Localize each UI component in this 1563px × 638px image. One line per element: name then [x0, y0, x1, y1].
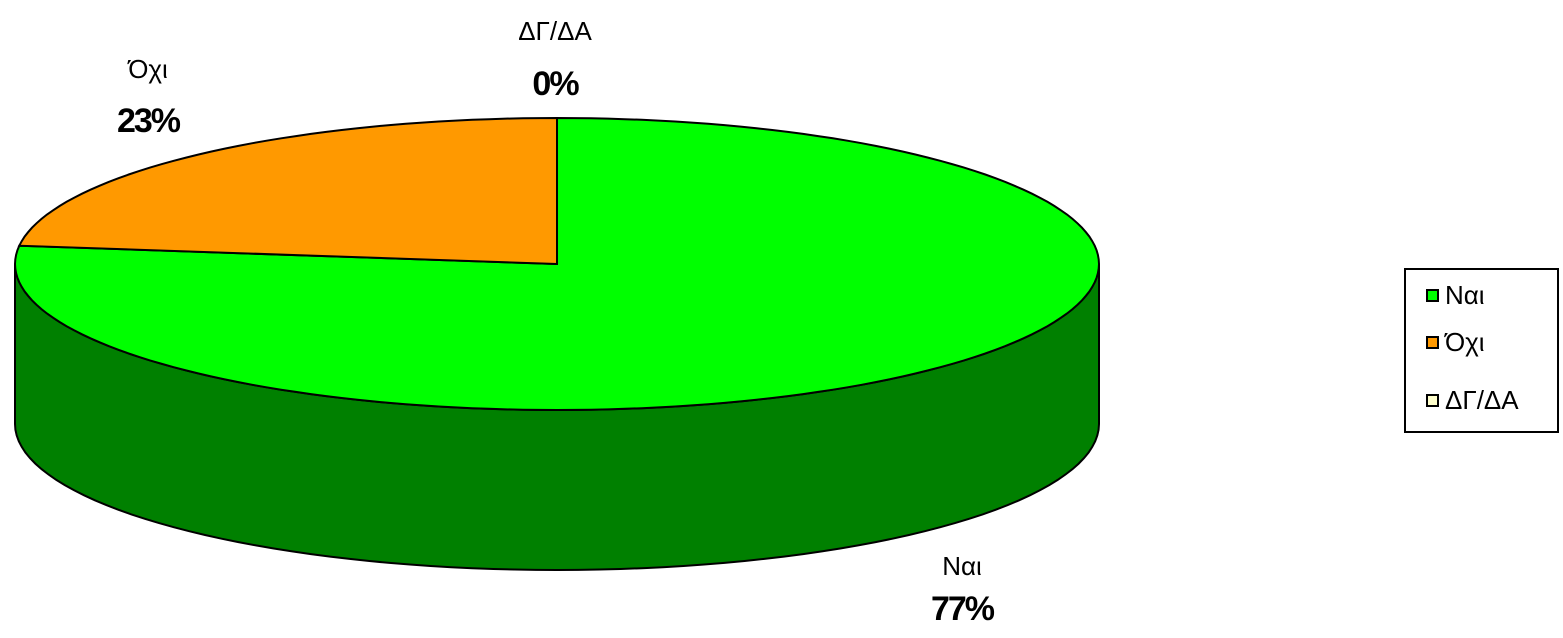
chart-legend: Ναι Όχι ΔΓ/ΔΑ — [1404, 268, 1559, 433]
legend-label-yes: Ναι — [1445, 279, 1485, 310]
data-label-name-no: Όχι — [127, 54, 168, 84]
legend-swatch-dkna — [1426, 393, 1439, 407]
legend-item-dkna: ΔΓ/ΔΑ — [1426, 385, 1519, 415]
legend-label-dkna: ΔΓ/ΔΑ — [1445, 384, 1519, 415]
data-label-percent-dkna: 0% — [532, 65, 579, 103]
legend-swatch-yes — [1426, 288, 1439, 302]
legend-item-no: Όχι — [1426, 327, 1485, 357]
legend-label-no: Όχι — [1445, 326, 1485, 357]
data-label-percent-yes: 77% — [931, 590, 995, 628]
legend-swatch-no — [1426, 335, 1439, 349]
pie-top — [13, 116, 1101, 412]
pie-slice-no — [17, 116, 558, 266]
pie-labels: Ναι 77% Όχι 23% ΔΓ/ΔΑ 0% — [117, 16, 997, 628]
data-label-name-yes: Ναι — [942, 551, 982, 581]
data-label-name-dkna: ΔΓ/ΔΑ — [518, 16, 592, 46]
data-label-percent-no: 23% — [117, 102, 181, 140]
legend-item-yes: Ναι — [1426, 280, 1485, 310]
